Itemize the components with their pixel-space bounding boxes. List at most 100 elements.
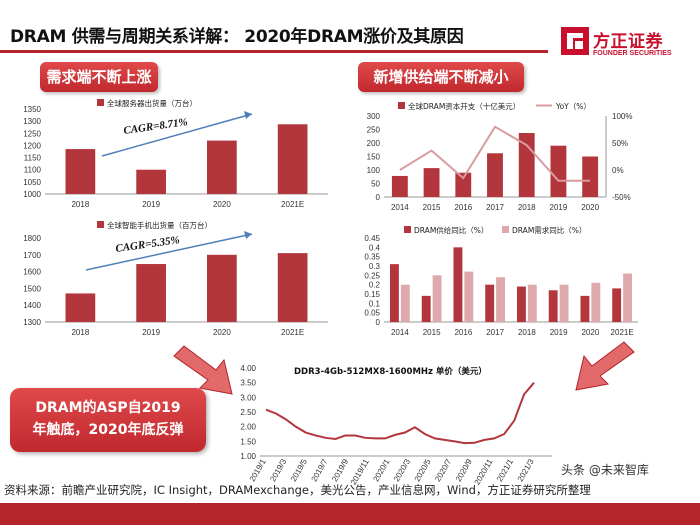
smartphone-shipments-chart: 1300 1400 1500 1600 1700 1800 2018 2019 2020 2021… [12, 218, 342, 340]
y-tick-label: 1100 [24, 166, 42, 175]
brand-logo: 方正证券 FOUNDER SECURITIES [557, 25, 697, 65]
callout-line-1: DRAM的ASP自2019 [35, 400, 181, 416]
y-tick-label: 0.3 [369, 262, 381, 271]
legend-label: 全球智能手机出货量（百万台） [107, 220, 212, 230]
y-tick-label: 1600 [23, 268, 41, 277]
y-tick-label: 1800 [23, 234, 41, 243]
y-tick-label: 0.35 [364, 253, 380, 262]
legend-swatch [502, 226, 509, 233]
y-tick-label: 1400 [23, 301, 41, 310]
y-tick-label: 3.00 [240, 393, 256, 402]
y-tick-label: 4.00 [240, 364, 256, 373]
left-arrow-icon [170, 344, 240, 404]
bar [487, 153, 503, 197]
asp-callout: DRAM的ASP自2019 年触底，2020年底反弹 [10, 388, 206, 452]
logo-subtext: FOUNDER SECURITIES [593, 50, 672, 57]
y-tick-label: 0 [376, 193, 381, 202]
x-tick-label: 2017 [486, 203, 504, 212]
x-tick-label: 2019 [142, 200, 160, 209]
x-tick-label: 2020 [581, 328, 599, 337]
trend-line [85, 233, 253, 271]
callout-line-2: 年触底，2020年底反弹 [32, 422, 184, 438]
bar [421, 295, 431, 322]
y-tick-label: 0.2 [369, 281, 381, 290]
x-tick-label: 2020 [213, 328, 231, 337]
x-tick-label: 2019 [550, 328, 568, 337]
legend-label: DRAM需求同比（%） [512, 225, 586, 235]
legend-swatch [398, 102, 405, 109]
bar [400, 284, 410, 322]
x-tick-label: 2020 [581, 203, 599, 212]
bar [423, 168, 440, 197]
x-tick-label: 2020 [213, 200, 231, 209]
y-tick-label: 1.50 [240, 437, 256, 446]
y-tick-label: 1000 [23, 190, 41, 199]
x-tick-label: 2014 [391, 203, 409, 212]
legend-swatch [97, 99, 104, 106]
bar [432, 275, 442, 322]
y-tick-label: 200 [367, 139, 381, 148]
bar [527, 284, 537, 322]
y-tick-label: 50 [371, 180, 380, 189]
logo-mark-icon [561, 27, 589, 55]
bar [65, 149, 96, 194]
title-divider [0, 50, 548, 53]
y-tick-label: 0.05 [364, 309, 380, 318]
y-tick-label: 1300 [23, 117, 41, 126]
bar [207, 254, 237, 322]
bar [277, 253, 308, 322]
supply-heading-badge: 新增供给端不断减小 [358, 62, 524, 92]
bar [496, 277, 506, 322]
x-tick-label: 2016 [454, 203, 472, 212]
bar [623, 273, 633, 322]
y-tick-label: 1200 [23, 141, 41, 150]
bar [580, 295, 590, 322]
bar [559, 284, 569, 322]
y-tick-label: 1350 [23, 105, 41, 114]
x-tick-label: 2021E [281, 328, 304, 337]
bar [591, 282, 601, 322]
x-tick-label: 2018 [71, 328, 89, 337]
legend-label: 全球DRAM资本开支（十亿美元） [408, 101, 520, 111]
y-tick-label: 100 [367, 166, 381, 175]
chart-title: DDR3-4Gb-512MX8-1600MHz 单价（美元） [294, 366, 487, 377]
x-tick-label: 2019 [142, 328, 160, 337]
bar [389, 264, 399, 322]
legend-swatch [404, 226, 411, 233]
demand-heading-badge: 需求端不断上涨 [40, 62, 158, 92]
x-tick-label: 2019 [550, 203, 568, 212]
logo-text: 方正证券 [593, 32, 663, 52]
y-tick-label: 250 [367, 126, 381, 135]
x-tick-label: 2015 [423, 203, 441, 212]
trend-arrowhead-icon [244, 231, 252, 239]
bar [65, 293, 96, 322]
watermark: 头条 @未来智库 [558, 460, 652, 479]
y-tick-label: 1.00 [240, 452, 256, 461]
dram-asp-chart: 1.00 1.50 2.00 2.50 3.00 3.50 4.00 2019/1 2019/3… [222, 358, 562, 487]
bar [455, 172, 472, 197]
asp-price-line [265, 382, 535, 445]
legend-label: YoY（%） [555, 102, 591, 111]
bar [136, 264, 166, 322]
y-tick-label: 1250 [23, 129, 41, 138]
right-arrow-icon [568, 340, 638, 400]
y-tick-label: 1500 [23, 284, 41, 293]
bar [453, 247, 463, 322]
legend-label: 全球服务器出货量（万台） [107, 98, 197, 108]
x-tick-label: 2014 [391, 328, 409, 337]
source-note: 资料来源：前瞻产业研究院，IC Insight，DRAMexchange，美光公… [4, 483, 591, 497]
y2-tick-label: 100% [612, 112, 632, 121]
trend-line [101, 113, 253, 157]
page-title: DRAM 供需与周期关系详解： 2020年DRAM涨价及其原因 [10, 27, 464, 47]
bar [582, 156, 599, 197]
x-tick-label: 2018 [518, 203, 536, 212]
bar [516, 286, 526, 322]
x-tick-label: 2021E [281, 200, 304, 209]
y-tick-label: 3.50 [240, 379, 256, 388]
dram-capex-chart: 0 50 100 150 200 250 300 100% 50% 0% -50% 2014 2015 2… [346, 98, 642, 218]
y-tick-label: 0.45 [364, 234, 380, 243]
y2-tick-label: 50% [612, 139, 628, 148]
trend-arrowhead-icon [244, 111, 252, 119]
bar [550, 145, 567, 197]
legend-swatch [97, 221, 104, 228]
